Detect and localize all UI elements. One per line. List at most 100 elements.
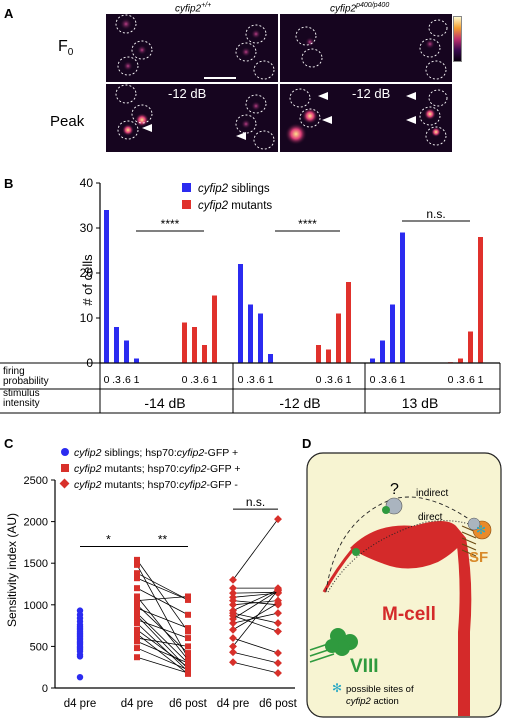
- pair-line-gfp-plus: [136, 559, 189, 632]
- col-label-wildtype: cyfip2+/+: [175, 2, 211, 14]
- row-label-probability: probability: [3, 376, 49, 387]
- pair-line-gfp-plus: [136, 641, 189, 664]
- pair-line-gfp-minus: [232, 592, 279, 598]
- c-significance-label: n.s.: [246, 495, 265, 509]
- point-gfp-plus-post: [185, 660, 191, 667]
- point-gfp-minus-pre: [229, 634, 237, 643]
- diagram-background: [306, 452, 502, 718]
- axon-cap-hatch: [461, 525, 477, 557]
- legend-siblings-swatch: [182, 183, 191, 192]
- synapse-icon: [352, 548, 360, 556]
- legend-d-line2: cyfip2 action: [346, 696, 399, 707]
- diagram-d: ? indirect direct ✻ SF M-cell VIII ✻ pos…: [306, 452, 502, 718]
- pair-line-gfp-plus: [136, 612, 189, 664]
- y-tick-label: 20: [80, 266, 94, 280]
- firing-tick-label: 0: [448, 374, 454, 386]
- sf-input-icon: [467, 517, 481, 531]
- stim-label-wildtype: -12 dB: [168, 86, 207, 101]
- point-gfp-minus-pre: [229, 584, 237, 593]
- firing-tick-label: .3: [246, 374, 255, 386]
- mcell-label: M-cell: [382, 604, 436, 625]
- firing-tick-label: .3: [324, 374, 333, 386]
- bar-mutants: [316, 345, 321, 363]
- c-y-tick-label: 1000: [24, 600, 48, 612]
- indirect-path: [325, 496, 477, 593]
- point-gfp-minus-pre: [229, 648, 237, 657]
- point-gfp-minus-pre: [229, 589, 237, 598]
- point-gfp-plus-post: [185, 666, 191, 673]
- legend-c-siblings: cyfip2 siblings; hsp70:cyfip2-GFP +: [74, 447, 238, 459]
- firing-tick-label: 1: [134, 374, 140, 386]
- bar-siblings: [400, 232, 405, 363]
- firing-tick-label: 1: [212, 374, 218, 386]
- image-peak-wildtype: [106, 84, 278, 152]
- point-gfp-minus-post: [274, 515, 282, 524]
- firing-tick-label: .3: [456, 374, 465, 386]
- point-gfp-plus-pre: [134, 597, 140, 604]
- point-gfp-minus-pre: [229, 600, 237, 609]
- bar-siblings: [390, 304, 395, 363]
- firing-tick-label: .6: [122, 374, 131, 386]
- point-gfp-plus-post: [185, 593, 191, 600]
- c-significance-label: *: [106, 533, 111, 547]
- image-f0-wildtype-svg: [115, 14, 275, 80]
- pair-line-gfp-minus: [232, 602, 279, 631]
- pair-line-gfp-plus: [136, 572, 189, 601]
- legend-d-line1: possible sites of: [346, 684, 414, 695]
- c-x-label: d6 post: [259, 698, 298, 710]
- point-gfp-plus-post: [185, 628, 191, 635]
- bar-siblings: [114, 327, 119, 363]
- point-gfp-plus-pre: [134, 616, 140, 623]
- chart-c: Sensitivity index (AU) 0 500 1000 1500 2000 2…: [5, 447, 298, 710]
- c-y-tick-label: 500: [30, 641, 48, 653]
- point-gfp-minus-post: [274, 619, 282, 628]
- pair-line-gfp-plus: [136, 619, 189, 639]
- firing-tick-label: .3: [190, 374, 199, 386]
- point-gfp-minus-post: [274, 627, 282, 636]
- pair-line-gfp-minus: [232, 518, 279, 581]
- image-peak-wildtype-svg: [115, 84, 275, 150]
- direct-label: direct: [418, 512, 443, 523]
- chart-b-significance: **** **** n.s.: [136, 207, 470, 232]
- c-y-tick-label: 2500: [24, 475, 48, 487]
- firing-tick-label: 0: [182, 374, 188, 386]
- point-sibling: [76, 673, 84, 681]
- chart-b-ylabel: # of cells: [80, 254, 95, 306]
- row-label-firing: firing: [3, 366, 25, 377]
- legend-siblings-text: cyfip2 siblings: [198, 183, 270, 195]
- pair-line-gfp-minus: [232, 589, 279, 647]
- point-gfp-minus-post: [274, 609, 282, 618]
- col-mut-gene: cyfip2: [330, 3, 357, 15]
- c-y-tick-label: 0: [42, 683, 48, 695]
- chart-c-data: [76, 515, 282, 681]
- col-wt-gene: cyfip2: [175, 3, 202, 15]
- legend-mutants-swatch: [182, 200, 191, 209]
- point-gfp-plus-post: [185, 625, 191, 632]
- image-f0-mutant: [280, 14, 452, 82]
- firing-tick-label: 0: [104, 374, 110, 386]
- point-gfp-minus-pre: [229, 625, 237, 634]
- bar-siblings: [124, 340, 129, 363]
- y-tick-label: 10: [80, 311, 94, 325]
- panel-c-label: C: [4, 436, 14, 451]
- point-gfp-plus-post: [185, 656, 191, 663]
- point-gfp-minus-pre: [229, 575, 237, 584]
- chart-c-axis: 0 500 1000 1500 2000 2500 d4 pre d4 pre d6 post d…: [24, 475, 298, 710]
- point-gfp-plus-pre: [134, 561, 140, 568]
- intensity-label: -12 dB: [279, 395, 320, 411]
- firing-tick-label: 1: [268, 374, 274, 386]
- image-f0-mutant-svg: [295, 19, 448, 80]
- legend-c-gfp-minus: cyfip2 mutants; hsp70:cyfip2-GFP -: [74, 479, 238, 491]
- point-gfp-plus-pre: [134, 570, 140, 577]
- pair-line-gfp-plus: [136, 647, 189, 671]
- col-mut-genotype: p400/p400: [356, 2, 390, 9]
- point-sibling: [76, 653, 84, 660]
- pair-line-gfp-minus: [232, 637, 279, 654]
- bar-siblings: [380, 340, 385, 363]
- panel-a-label: A: [4, 6, 14, 21]
- bar-siblings: [268, 354, 273, 363]
- image-peak-mutant-svg: [285, 88, 448, 146]
- mcell-body: [350, 521, 466, 569]
- bar-siblings: [238, 264, 243, 363]
